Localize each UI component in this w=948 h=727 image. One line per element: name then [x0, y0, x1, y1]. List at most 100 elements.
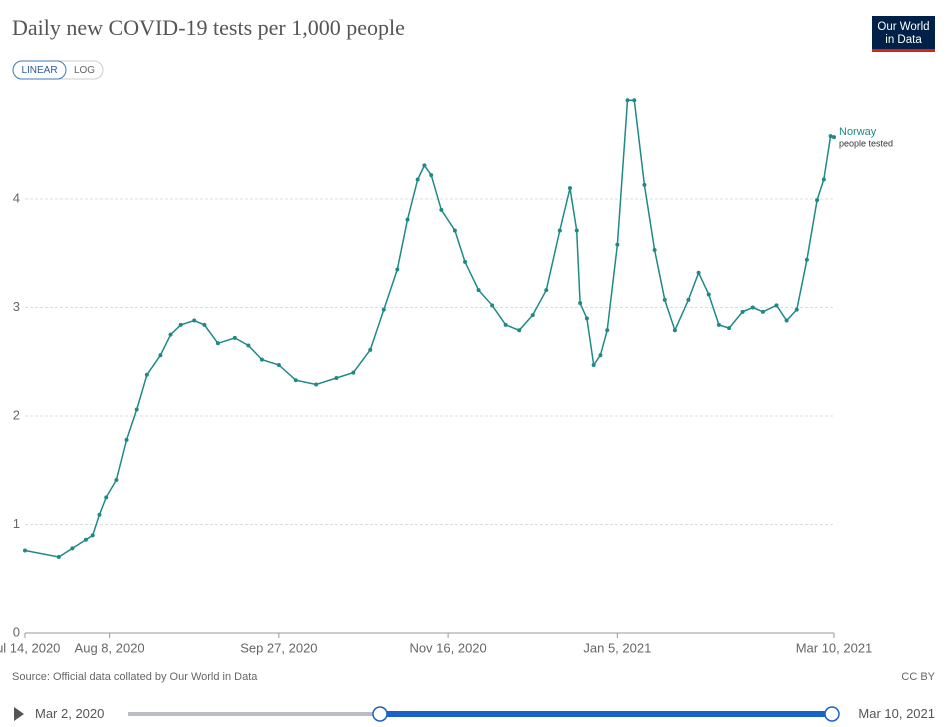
- data-point: [314, 382, 319, 387]
- data-point: [452, 228, 457, 233]
- data-point: [672, 328, 677, 333]
- data-point: [97, 512, 102, 517]
- data-point: [832, 135, 836, 140]
- data-point: [567, 186, 572, 191]
- data-point: [178, 322, 183, 327]
- data-point: [821, 177, 826, 182]
- data-point: [503, 322, 508, 327]
- linear-button[interactable]: [12, 60, 67, 80]
- data-point: [422, 163, 427, 168]
- data-point: [114, 478, 119, 483]
- data-point: [134, 407, 139, 412]
- data-point: [517, 328, 522, 333]
- data-point: [662, 297, 667, 302]
- data-point: [544, 288, 549, 293]
- timeline-range: [380, 711, 832, 717]
- data-point: [794, 307, 799, 312]
- data-point: [804, 257, 809, 262]
- logo: [872, 16, 935, 52]
- x-tick-label: Nov 16, 2020: [409, 640, 486, 655]
- data-point: [557, 228, 562, 233]
- logo-text: Our World: [877, 21, 929, 33]
- data-point: [429, 173, 434, 178]
- x-tick-label: Sep 27, 2020: [240, 640, 317, 655]
- data-point: [168, 332, 173, 337]
- data-point: [598, 353, 603, 358]
- data-point: [232, 335, 237, 340]
- data-point: [490, 303, 495, 308]
- data-point: [642, 182, 647, 187]
- data-point: [259, 357, 264, 362]
- data-point: [90, 533, 95, 538]
- data-point: [144, 372, 149, 377]
- timeline-handle[interactable]: [372, 706, 388, 722]
- data-point: [215, 341, 220, 346]
- data-point: [395, 267, 400, 272]
- data-point: [192, 318, 197, 323]
- data-point: [632, 98, 637, 103]
- data-point: [276, 363, 281, 368]
- data-point: [706, 292, 711, 297]
- x-tick-label: Jan 5, 2021: [583, 640, 651, 655]
- data-point: [368, 347, 373, 352]
- data-point: [124, 437, 129, 442]
- timeline-start: Mar 2, 2020: [35, 706, 104, 721]
- data-point: [334, 376, 339, 381]
- data-point: [104, 495, 109, 500]
- data-point: [760, 309, 765, 314]
- data-point: [439, 207, 444, 212]
- data-point: [696, 270, 701, 275]
- play-button[interactable]: [14, 707, 24, 721]
- data-point: [740, 309, 745, 314]
- x-tick-label: Aug 8, 2020: [75, 640, 145, 655]
- data-point: [83, 537, 88, 542]
- y-tick-label: 1: [13, 516, 20, 531]
- data-point: [828, 134, 833, 139]
- x-tick-label: Jul 14, 2020: [0, 640, 60, 655]
- data-point: [351, 370, 356, 375]
- data-point: [246, 343, 251, 348]
- y-tick-label: 2: [13, 407, 20, 422]
- data-point: [727, 326, 732, 331]
- series-line: [24, 99, 835, 558]
- data-point: [784, 318, 789, 323]
- data-point: [476, 288, 481, 293]
- data-point: [815, 198, 820, 203]
- data-point: [591, 363, 596, 368]
- data-point: [774, 303, 779, 308]
- data-point: [615, 242, 620, 247]
- y-tick-label: 3: [13, 299, 20, 314]
- source: Source: Official data collated by Our Wo…: [12, 671, 258, 683]
- data-point: [686, 297, 691, 302]
- series-label: Norway: [839, 126, 877, 138]
- data-point: [463, 259, 468, 264]
- data-point: [578, 301, 583, 306]
- data-point: [716, 322, 721, 327]
- data-point: [605, 328, 610, 333]
- data-point: [750, 305, 755, 310]
- log-button-label[interactable]: LOG: [74, 65, 95, 76]
- timeline-handle[interactable]: [824, 706, 840, 722]
- data-point: [56, 555, 61, 560]
- data-point: [70, 546, 75, 551]
- license: CC BY: [901, 671, 935, 683]
- data-point: [23, 548, 27, 553]
- data-point: [625, 98, 630, 103]
- timeline-track: [128, 712, 380, 716]
- data-point: [530, 313, 535, 318]
- data-point: [293, 378, 298, 383]
- y-tick-label: 0: [13, 624, 20, 639]
- data-point: [415, 177, 420, 182]
- logo-stripe: [872, 49, 935, 52]
- timeline-end: Mar 10, 2021: [858, 706, 935, 721]
- y-tick-label: 4: [13, 190, 20, 205]
- logo-text: in Data: [885, 34, 922, 46]
- data-point: [405, 217, 410, 222]
- series-sublabel: people tested: [839, 139, 893, 149]
- data-point: [574, 228, 579, 233]
- data-point: [158, 353, 163, 358]
- linear-button-label[interactable]: LINEAR: [21, 65, 57, 76]
- data-point: [202, 322, 207, 327]
